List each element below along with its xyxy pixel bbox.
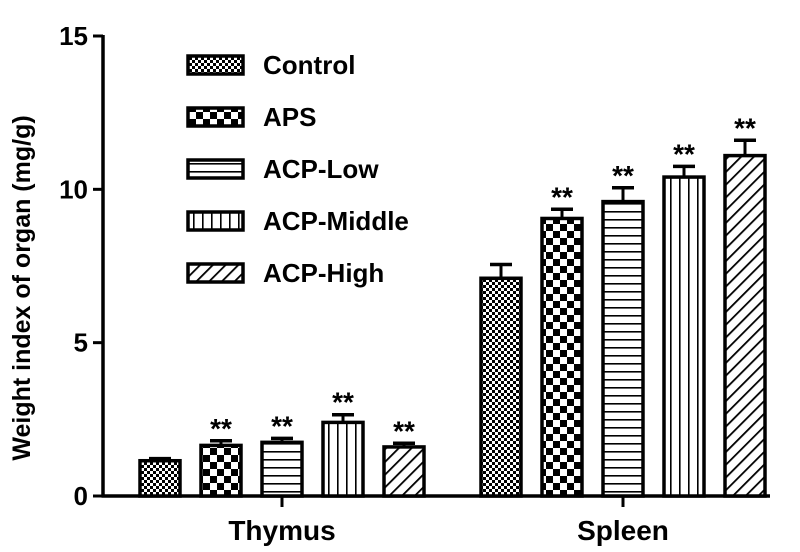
bar-acp-middle-thymus [321,420,365,498]
y-tick-label: 15 [59,21,88,51]
legend-label: ACP-High [263,258,384,288]
y-tick-label: 0 [74,481,88,511]
significance-marker: ** [673,138,695,169]
significance-marker: ** [612,160,634,191]
bar-acp-middle-spleen [662,175,706,498]
y-axis: 0 5 10 15 [59,21,105,511]
legend-swatch [186,210,245,232]
significance-marker: ** [271,410,293,441]
legend-label: ACP-Middle [263,206,409,236]
significance-marker: ** [210,413,232,444]
bar-acp-low-thymus [260,440,304,498]
bar-aps-spleen [540,216,584,498]
legend-label: Control [263,50,355,80]
bar-acp-low-spleen [601,199,645,498]
x-axis: Thymus Spleen [101,494,770,546]
legend-swatch [186,54,245,76]
x-tick-label: Thymus [228,515,335,546]
bar-control-thymus [138,458,182,498]
y-tick-label: 5 [74,328,88,358]
legend-swatch [186,106,245,128]
significance-marker: ** [393,415,415,446]
bar-aps-thymus [199,443,243,498]
legend-swatch [186,158,245,180]
significance-marker: ** [332,387,354,418]
significance-marker: ** [551,181,573,212]
legend-swatch [186,262,245,284]
bar-acp-high-spleen [723,153,767,498]
x-tick-label: Spleen [577,515,669,546]
legend-label: APS [263,102,316,132]
significance-marker: ** [734,112,756,143]
legend: Control APS ACP-Low ACP-Middle ACP-High [186,50,409,288]
bars: ** ** ** ** ** ** ** ** [138,112,767,498]
bar-control-spleen [479,276,523,498]
legend-label: ACP-Low [263,154,379,184]
y-axis-label: Weight index of organ (mg/g) [8,115,36,460]
bar-acp-high-thymus [382,445,426,498]
y-tick-label: 10 [59,174,88,204]
